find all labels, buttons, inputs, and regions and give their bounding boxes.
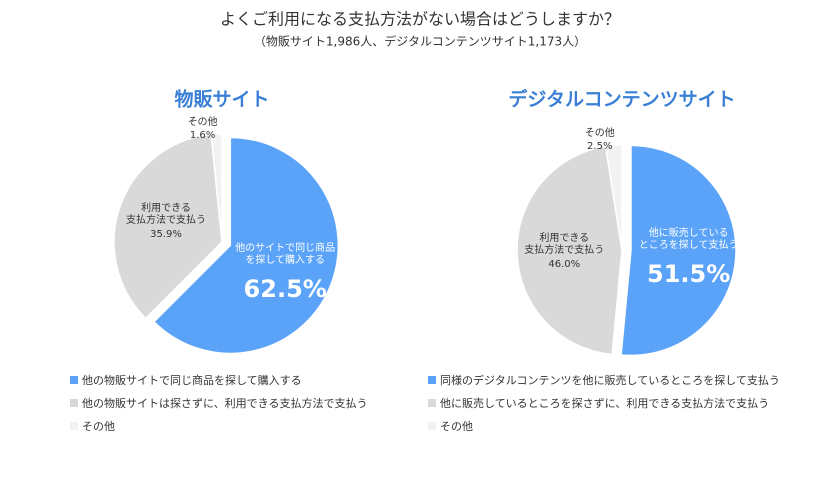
slice-label: 他に販売している xyxy=(649,226,729,239)
value-label: 35.9% xyxy=(150,229,182,240)
pie-title: デジタルコンテンツサイト xyxy=(508,88,735,111)
title: よくご利用になる支払方法がない場合はどうしますか？ xyxy=(220,10,620,29)
subtitle: （物販サイト1,986人、デジタルコンテンツサイト1,173人） xyxy=(254,34,586,49)
slice-label: を探して購入する xyxy=(245,253,325,266)
legend-swatch xyxy=(70,422,78,430)
legend-swatch xyxy=(70,399,78,407)
pie-slice xyxy=(516,145,623,356)
value-label: 1.6% xyxy=(190,130,215,141)
slice-label: 支払方法で支払う xyxy=(524,243,604,256)
legend-swatch xyxy=(428,376,436,384)
legend-label: 他に販売しているところを探さずに、利用できる支払方法で支払う xyxy=(440,396,769,410)
value-label: 2.5% xyxy=(587,141,612,152)
value-label: 46.0% xyxy=(548,259,580,270)
value-label: 62.5% xyxy=(244,275,327,303)
legend-label: 他の物販サイトは探さずに、利用できる支払方法で支払う xyxy=(82,396,367,410)
legend-label: 同様のデジタルコンテンツを他に販売しているところを探して支払う xyxy=(440,373,780,387)
legend-label: その他 xyxy=(440,420,473,433)
legend-swatch xyxy=(70,376,78,384)
slice-label: 支払方法で支払う xyxy=(126,213,206,226)
value-label: 51.5% xyxy=(647,260,730,288)
pie-slice xyxy=(210,133,223,243)
pie-slice xyxy=(152,136,340,355)
slice-label: ところを探して支払う xyxy=(639,238,739,251)
pie-slice xyxy=(604,144,623,251)
legend-swatch xyxy=(428,399,436,407)
pie-slice xyxy=(620,144,737,357)
slice-label: 利用できる xyxy=(141,202,191,214)
pie-title: 物販サイト xyxy=(174,88,269,111)
slice-label: 他のサイトで同じ商品 xyxy=(235,241,335,254)
pie-slice xyxy=(113,133,223,320)
legend-swatch xyxy=(428,422,436,430)
legend-label: その他 xyxy=(82,420,115,433)
legend-label: 他の物販サイトで同じ商品を探して購入する xyxy=(82,373,302,387)
slice-label: その他 xyxy=(585,126,615,139)
slice-label: その他 xyxy=(188,115,218,128)
slice-label: 利用できる xyxy=(539,232,589,244)
